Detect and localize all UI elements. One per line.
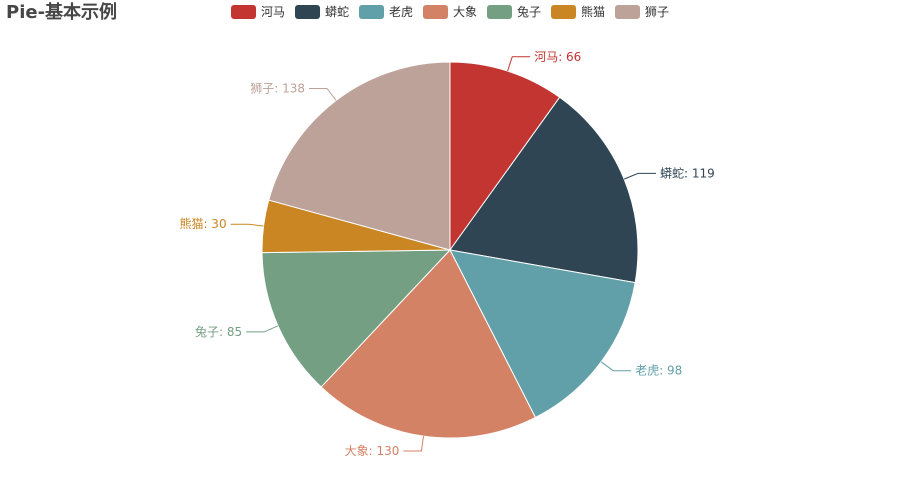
slice-label-6: 狮子: 138 <box>250 82 305 96</box>
legend-swatch <box>295 5 320 19</box>
legend-swatch <box>487 5 512 19</box>
pie-slice-1[interactable] <box>449 96 639 284</box>
pie-slice-6[interactable] <box>268 61 451 251</box>
legend-item-3[interactable]: 大象 <box>423 5 477 19</box>
legend-label: 大象 <box>453 5 477 19</box>
chart-title: Pie-基本示例 <box>6 2 118 23</box>
legend-label: 狮子 <box>645 5 669 19</box>
slice-label-4: 兔子: 85 <box>195 324 242 339</box>
legend-swatch <box>551 5 576 19</box>
pie-slice-0[interactable] <box>449 61 561 252</box>
slice-label-0: 河马: 66 <box>534 50 581 64</box>
legend-swatch <box>423 5 448 19</box>
slice-label-5: 熊猫: 30 <box>179 216 226 231</box>
slice-label-1: 蟒蛇: 119 <box>660 165 715 180</box>
legend-swatch <box>359 5 384 19</box>
label-leader-line <box>507 56 531 72</box>
legend-swatch <box>615 5 640 19</box>
slice-label-2: 老虎: 98 <box>635 364 682 378</box>
slice-labels: 河马: 66 蟒蛇: 119 老虎: 98 大象: 130 兔子: 85 熊猫: 30 狮子… <box>179 50 714 458</box>
legend-label: 熊猫 <box>581 4 605 19</box>
legend-item-5[interactable]: 熊猫 <box>551 4 605 19</box>
pie-slices <box>261 61 639 439</box>
pie-slice-2[interactable] <box>449 249 636 419</box>
pie-slice-3[interactable] <box>320 249 537 439</box>
label-leader-line <box>309 88 337 101</box>
legend-swatch <box>231 5 256 19</box>
legend-label: 河马 <box>261 5 285 19</box>
legend-item-4[interactable]: 兔子 <box>487 4 541 19</box>
slice-label-3: 大象: 130 <box>345 444 400 458</box>
legend-label: 老虎 <box>389 5 413 19</box>
legend-label: 兔子 <box>517 4 541 19</box>
legend-label: 蟒蛇 <box>325 4 349 19</box>
label-leader-line <box>403 436 424 452</box>
legend-item-1[interactable]: 蟒蛇 <box>295 4 349 19</box>
legend-item-2[interactable]: 老虎 <box>359 5 413 19</box>
label-leader-line <box>600 361 632 372</box>
label-leader-line <box>230 223 264 227</box>
label-leader-line <box>246 325 279 333</box>
label-leader-line <box>623 172 656 180</box>
legend: 河马 蟒蛇 老虎 大象 兔子 熊猫 狮子 <box>231 4 669 19</box>
legend-item-0[interactable]: 河马 <box>231 5 285 19</box>
legend-item-6[interactable]: 狮子 <box>615 5 669 19</box>
